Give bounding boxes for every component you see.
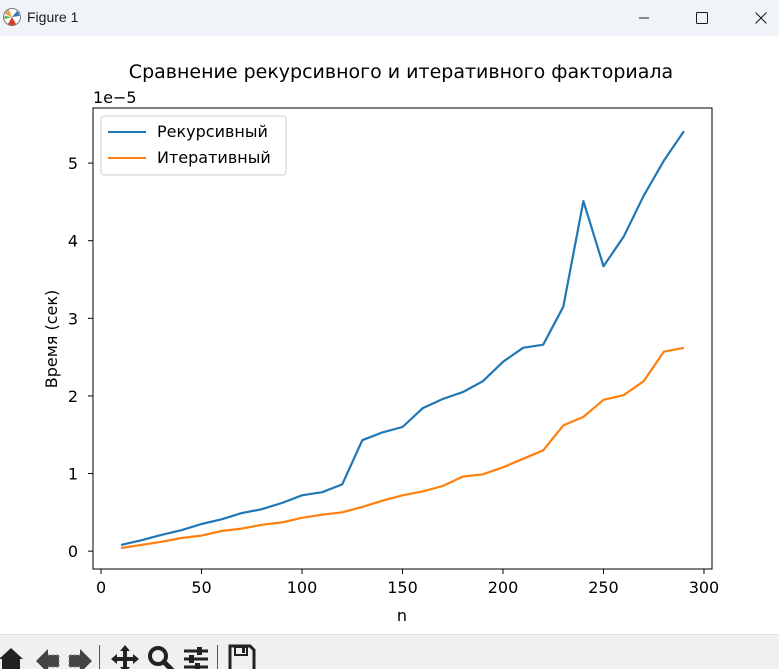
y-tick-label: 4 (68, 232, 78, 251)
series-line-recursive (120, 130, 685, 546)
x-tick-label: 150 (387, 578, 418, 597)
forward-arrow-icon (68, 649, 92, 669)
y-tick-label: 2 (68, 387, 78, 406)
zoom-button[interactable] (145, 643, 175, 669)
window-titlebar: Figure 1 (0, 0, 779, 36)
axes-frame (92, 107, 713, 570)
pan-button[interactable] (110, 643, 140, 669)
configure-subplots-button[interactable] (181, 643, 211, 669)
close-button[interactable] (737, 0, 779, 36)
window-title: Figure 1 (27, 9, 79, 25)
minimize-icon (639, 17, 649, 19)
legend-label-iterative: Итеративный (157, 148, 271, 167)
x-tick-label: 100 (287, 578, 318, 597)
back-button[interactable] (32, 643, 62, 669)
x-tick-label: 250 (588, 578, 619, 597)
navigation-toolbar (0, 634, 779, 669)
maximize-icon (696, 12, 708, 24)
chart-title: Сравнение рекурсивного и итеративного фа… (129, 61, 673, 83)
sliders-icon (184, 647, 208, 669)
legend: Рекурсивный Итеративный (100, 115, 287, 176)
x-tick-label: 0 (96, 578, 106, 597)
y-axis-label: Время (сек) (42, 290, 61, 389)
x-axis-label: n (397, 606, 407, 625)
legend-label-recursive: Рекурсивный (157, 122, 268, 141)
plot-lines (120, 130, 685, 550)
line-chart: Сравнение рекурсивного и итеративного фа… (42, 61, 719, 625)
y-offset-label: 1e−5 (93, 88, 137, 107)
toolbar-separator (99, 645, 100, 669)
minimize-button[interactable] (620, 0, 668, 36)
move-icon (111, 645, 139, 669)
magnifier-icon (148, 646, 175, 669)
y-tick-label: 1 (68, 465, 78, 484)
toolbar-separator (217, 645, 218, 669)
x-tick-label: 200 (488, 578, 519, 597)
series-line-iterative (120, 346, 685, 550)
y-tick-label: 3 (68, 309, 78, 328)
y-tick-label: 5 (68, 154, 78, 173)
floppy-disk-icon (228, 644, 256, 669)
x-tick-label: 50 (191, 578, 211, 597)
y-tick-label: 0 (68, 542, 78, 561)
maximize-button[interactable] (678, 0, 726, 36)
x-tick-label: 300 (689, 578, 720, 597)
home-button[interactable] (0, 643, 26, 669)
forward-button[interactable] (66, 643, 96, 669)
matplotlib-app-icon (2, 7, 22, 27)
figure-canvas[interactable]: Сравнение рекурсивного и итеративного фа… (0, 36, 779, 634)
legend-box (100, 115, 287, 176)
save-button[interactable] (227, 643, 257, 669)
home-icon (0, 648, 23, 669)
axis-ticks: 0 50 100 150 200 250 300 0 1 2 3 4 5 (68, 154, 719, 597)
back-arrow-icon (36, 649, 60, 669)
close-icon (755, 12, 767, 24)
